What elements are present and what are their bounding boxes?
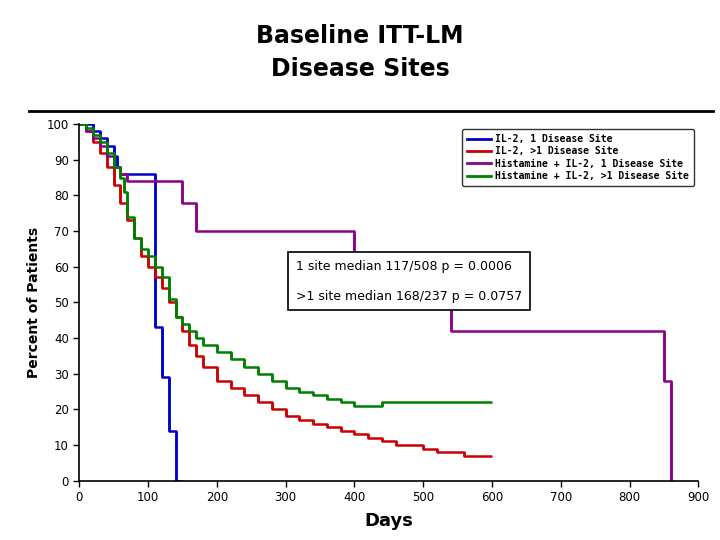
Y-axis label: Percent of Patients: Percent of Patients (27, 227, 41, 378)
Text: Disease Sites: Disease Sites (271, 57, 449, 80)
X-axis label: Days: Days (364, 512, 413, 530)
Text: Baseline ITT-LM: Baseline ITT-LM (256, 24, 464, 48)
Text: 1 site median 117/508 p = 0.0006

>1 site median 168/237 p = 0.0757: 1 site median 117/508 p = 0.0006 >1 site… (296, 260, 522, 302)
Legend: IL-2, 1 Disease Site, IL-2, >1 Disease Site, Histamine + IL-2, 1 Disease Site, H: IL-2, 1 Disease Site, IL-2, >1 Disease S… (462, 129, 693, 186)
